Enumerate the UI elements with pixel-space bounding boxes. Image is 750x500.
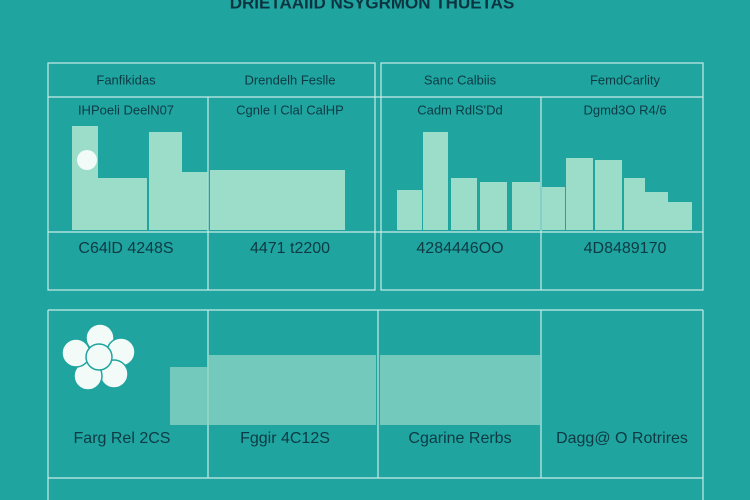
- value-label: 4284446OO: [416, 240, 503, 257]
- column-subheader: IHPoeli DeelN07: [78, 102, 174, 117]
- column-header: Drendelh Feslle: [244, 72, 335, 87]
- block-label: Fggir 4C12S: [240, 430, 330, 447]
- column-subheader: Cadm RdlS'Dd: [417, 102, 503, 117]
- bar: [645, 192, 668, 230]
- flower-icon: [61, 323, 136, 391]
- bar: [397, 190, 422, 230]
- bar: [98, 178, 147, 230]
- bar: [595, 160, 622, 230]
- block: [380, 355, 540, 425]
- panel-2-text: Farg Rel 2CS Fggir 4C12S Cgarine Rerbs Dagg…: [74, 430, 688, 447]
- column-header: Sanc Calbiis: [424, 72, 497, 87]
- block: [208, 355, 376, 425]
- bars: [72, 126, 692, 230]
- bar: [566, 158, 593, 230]
- bar: [149, 132, 182, 230]
- panel-frame: [47, 62, 376, 291]
- bar: [423, 132, 448, 230]
- block-label: Cgarine Rerbs: [408, 430, 511, 447]
- bar: [182, 172, 208, 230]
- bar: [210, 170, 345, 230]
- bar: [542, 187, 565, 230]
- bar: [668, 202, 692, 230]
- value-label: 4471 t2200: [250, 240, 330, 257]
- block-label: Dagg@ O Rotrires: [556, 430, 688, 447]
- panel-frame: [380, 62, 704, 291]
- panel-1-text: Fanfikidas Drendelh Feslle Sanc Calbiis Fem…: [78, 72, 667, 257]
- value-label: 4D8489170: [584, 240, 667, 257]
- bar: [512, 182, 540, 230]
- title: DRIETAAIID NSYGRMON THUETAS: [230, 0, 515, 12]
- dot: [77, 150, 97, 170]
- blocks: [61, 323, 540, 425]
- bar: [624, 178, 645, 230]
- value-label: C64lD 4248S: [78, 240, 173, 257]
- bar: [72, 126, 98, 230]
- block: [170, 367, 208, 425]
- column-subheader: Dgmd3O R4/6: [583, 102, 666, 117]
- bar: [451, 178, 477, 230]
- column-header: FemdCarlity: [590, 72, 661, 87]
- column-subheader: Cgnle l Clal CalHP: [236, 102, 344, 117]
- column-header: Fanfikidas: [96, 72, 156, 87]
- block-label: Farg Rel 2CS: [74, 430, 171, 447]
- bar: [480, 182, 507, 230]
